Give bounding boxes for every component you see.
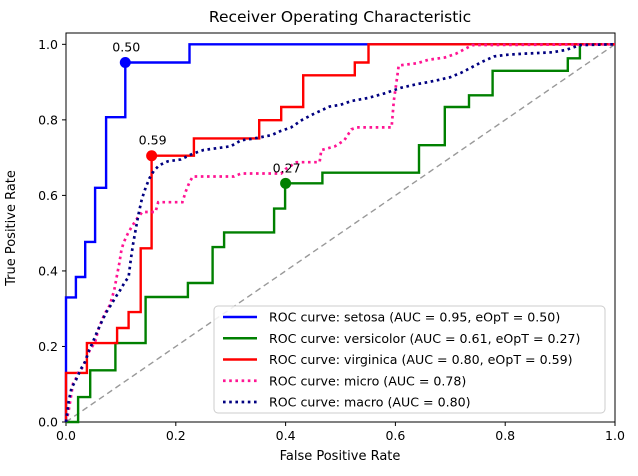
roc-curve-virginica <box>64 43 615 422</box>
y-tick-label: 0.6 <box>38 188 58 203</box>
x-tick-label: 1.0 <box>605 428 625 443</box>
eopt-marker-versicolor <box>280 177 292 189</box>
eopt-label-virginica: 0.59 <box>139 133 167 148</box>
x-tick-label: 0.2 <box>166 428 186 443</box>
axes-frame <box>65 32 616 423</box>
x-axis-label: False Positive Rate <box>280 449 401 464</box>
eopt-label-setosa: 0.50 <box>112 39 140 54</box>
roc-curve-macro <box>64 42 616 423</box>
legend-label-virginica: ROC curve: virginica (AUC = 0.80, eOpT =… <box>269 352 573 367</box>
legend-label-versicolor: ROC curve: versicolor (AUC = 0.61, eOpT … <box>269 331 580 346</box>
roc-curve-versicolor <box>66 43 615 424</box>
chart-title: Receiver Operating Characteristic <box>209 8 471 26</box>
x-tick-label: 0.0 <box>56 428 76 443</box>
chance-diagonal-line <box>65 43 616 423</box>
x-tick-label: 0.4 <box>276 428 296 443</box>
y-tick-label: 0.2 <box>38 339 58 354</box>
y-tick-label: 0.4 <box>38 263 58 278</box>
y-tick-label: 0.0 <box>38 415 58 430</box>
legend-box <box>213 305 606 414</box>
legend-label-macro: ROC curve: macro (AUC = 0.80) <box>269 395 471 410</box>
eopt-marker-setosa <box>119 56 131 68</box>
eopt-marker-virginica <box>146 150 158 162</box>
y-axis-label: True Positive Rate <box>4 170 19 287</box>
roc-curve-setosa <box>64 43 615 422</box>
legend-label-micro: ROC curve: micro (AUC = 0.78) <box>269 373 466 388</box>
roc-curve-micro <box>64 42 616 423</box>
y-tick-label: 0.8 <box>38 112 58 127</box>
eopt-label-versicolor: 0.27 <box>273 160 301 175</box>
legend-label-setosa: ROC curve: setosa (AUC = 0.95, eOpT = 0.… <box>269 310 560 325</box>
x-tick-label: 0.6 <box>385 428 405 443</box>
y-tick-label: 1.0 <box>38 37 58 52</box>
x-tick-label: 0.8 <box>495 428 515 443</box>
